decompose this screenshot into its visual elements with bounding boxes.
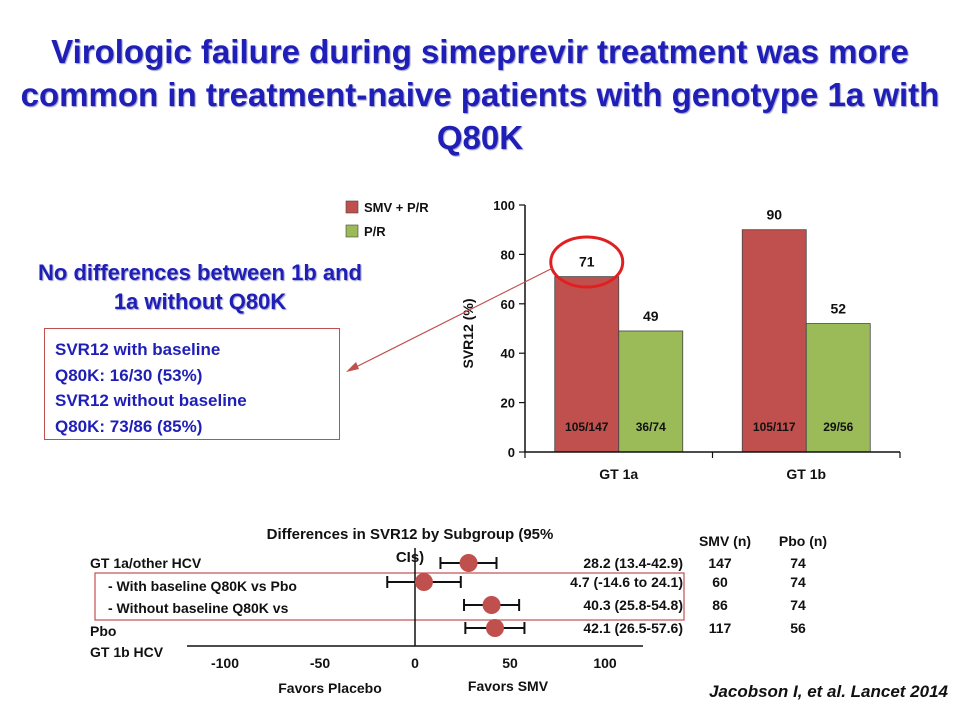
estimate-text: 42.1 (26.5-57.6): [583, 620, 683, 636]
q80k-highlight-box: [94, 572, 685, 621]
subheading: No differences between 1b and 1a without…: [38, 260, 362, 314]
row-label: Pbo: [90, 623, 116, 639]
count-label: 36/74: [636, 420, 666, 434]
estimate-text: 4.7 (-14.6 to 24.1): [570, 574, 683, 590]
legend-label: P/R: [364, 224, 386, 239]
pointer-arrow: [351, 267, 554, 370]
legend-label: SMV + P/R: [364, 200, 429, 215]
favors-placebo-label: Favors Placebo: [278, 680, 382, 696]
y-axis-label: SVR12 (%): [460, 298, 476, 368]
data-label: 52: [830, 301, 846, 317]
data-label: 49: [643, 308, 659, 324]
row-label: GT 1a/other HCV: [90, 555, 202, 571]
favors-smv-label: Favors SMV: [468, 678, 549, 694]
highlight-circle: [549, 235, 625, 289]
info-line: Q80K: 16/30 (53%): [55, 365, 203, 385]
forest-tick-label: -50: [310, 655, 330, 671]
row-label: - With baseline Q80K vs Pbo: [108, 578, 297, 594]
info-line: SVR12 with baseline: [55, 340, 221, 359]
estimate-text: 28.2 (13.4-42.9): [583, 555, 683, 571]
data-label: 90: [766, 207, 782, 223]
estimate-point: [482, 596, 501, 614]
bar: [741, 229, 807, 453]
y-tick-label: 60: [501, 297, 515, 312]
smv-n: 60: [712, 574, 728, 590]
slide-title: Virologic failure during simeprevir trea…: [20, 33, 940, 156]
arrow-head: [346, 362, 359, 372]
citation: Jacobson I, et al. Lancet 2014: [708, 682, 948, 701]
forest-title: CIs): [396, 549, 424, 566]
y-tick-label: 0: [508, 445, 515, 460]
x-tick-label: GT 1a: [599, 466, 638, 482]
count-label: 105/147: [565, 420, 609, 434]
pbo-n: 56: [790, 620, 806, 636]
y-tick-label: 100: [493, 198, 515, 213]
x-tick-label: GT 1b: [786, 466, 826, 482]
y-tick-label: 40: [501, 346, 515, 361]
smv-n: 147: [708, 555, 732, 571]
legend-swatch: [345, 200, 359, 214]
legend-swatch: [345, 224, 359, 238]
forest-tick-label: 0: [411, 655, 419, 671]
row-label: - Without baseline Q80K vs: [108, 600, 289, 616]
y-tick-label: 80: [501, 247, 515, 262]
data-label: 71: [579, 254, 595, 270]
pbo-n: 74: [790, 597, 806, 613]
count-label: 29/56: [823, 420, 853, 434]
estimate-text: 40.3 (25.8-54.8): [583, 597, 683, 613]
forest-tick-label: 100: [593, 655, 617, 671]
bar: [805, 323, 871, 453]
estimate-point: [485, 619, 504, 637]
info-line: Q80K: 73/86 (85%): [55, 416, 203, 436]
col-header: SMV (n): [699, 533, 751, 549]
pbo-n: 74: [790, 574, 806, 590]
smv-n: 117: [709, 620, 732, 636]
row-label: GT 1b HCV: [90, 644, 164, 660]
estimate-point: [459, 554, 478, 572]
svr12-info-box: SVR12 with baseline Q80K: 16/30 (53%) SV…: [44, 328, 340, 440]
y-tick-label: 20: [501, 396, 515, 411]
smv-n: 86: [712, 597, 728, 613]
forest-tick-label: 50: [502, 655, 518, 671]
pbo-n: 74: [790, 555, 806, 571]
info-line: SVR12 without baseline: [55, 391, 247, 410]
col-header: Pbo (n): [779, 533, 827, 549]
forest-tick-label: -100: [211, 655, 239, 671]
estimate-point: [414, 573, 433, 591]
count-label: 105/117: [753, 420, 796, 434]
bar: [618, 330, 684, 453]
forest-title: Differences in SVR12 by Subgroup (95%: [267, 526, 554, 543]
